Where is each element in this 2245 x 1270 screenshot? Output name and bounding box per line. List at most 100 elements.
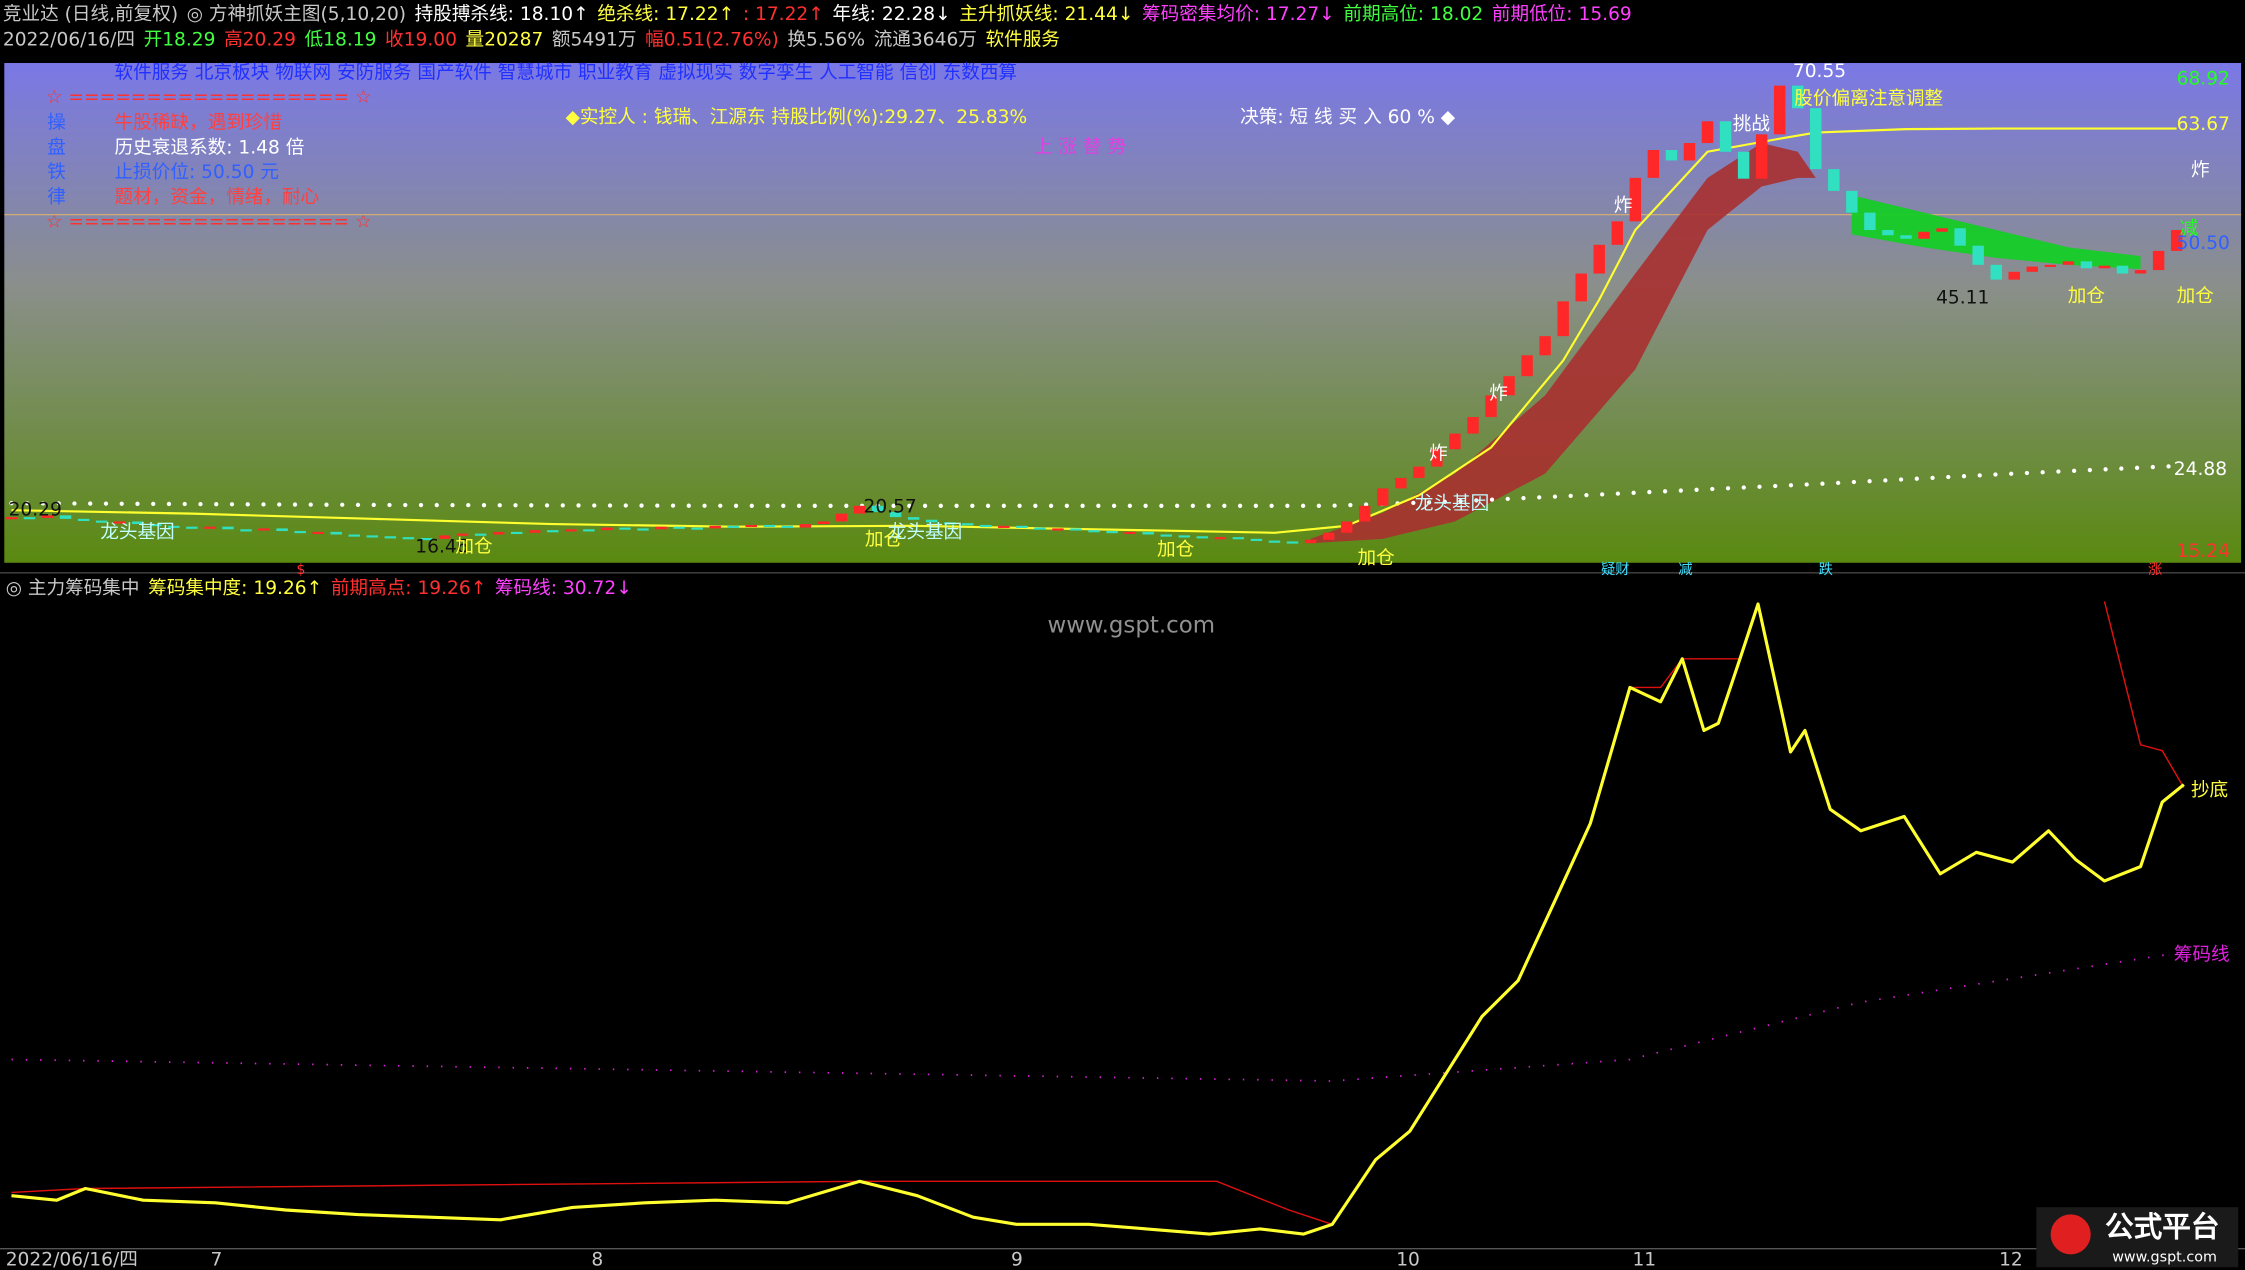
candle [727,525,739,528]
header-item: 竞业达 (日线,前复权) [3,4,178,25]
candle [1593,244,1605,274]
price-label: 20.57 [863,496,916,517]
concentration-line [11,602,2185,1236]
candle [1611,221,1624,245]
header-item: 绝杀线: 17.22↑ [597,4,734,25]
candle [1575,273,1587,302]
candle [1629,177,1642,222]
header-item: ◎ 方神抓妖主图(5,10,20) [187,4,406,25]
note-text: 止损价位: 50.50 元 [115,162,279,183]
candle [95,520,108,523]
candle [1467,417,1479,434]
candle [1828,169,1840,191]
header-item: 前期高点: 19.26↑ [331,578,487,599]
price-label: 63.67 [2177,114,2230,135]
candle [565,529,577,532]
price-label: 龙头基因 [888,522,962,543]
price-label: 减 [2180,219,2199,240]
price-label: 加仓 [2177,286,2215,307]
header-item: 筹码集中度: 19.26↑ [148,578,322,599]
candle [186,526,198,529]
candle [1142,531,1154,535]
x-tick-label: 12 [1999,1250,2023,1270]
price-label: 加仓 [2068,286,2106,307]
candle [1737,151,1750,179]
price-label: 45.11 [1936,287,1989,308]
price-label: 加仓 [1157,539,1195,560]
candle [1990,264,2002,280]
candle [258,528,270,531]
candle [781,525,794,528]
candle [943,522,956,525]
candle [168,525,180,528]
header-item: ◎ 主力筹码集中 [6,578,140,599]
logo-url: www.gspt.com [2112,1249,2217,1265]
price-label: 24.88 [2174,459,2227,480]
candle [1954,228,1966,246]
candle [601,527,613,531]
candle [1214,537,1227,540]
candle [1521,355,1533,377]
price-label: 15.24 [2177,541,2230,562]
header-item: 筹码密集均价: 17.27↓ [1142,4,1335,25]
candle [240,529,252,532]
price-label: 涨 [2148,561,2162,578]
price-label: 20.29 [9,499,62,520]
candle [23,517,36,520]
candle [1882,230,1894,236]
price-label: 炸 [1614,196,1633,217]
candle [1016,525,1028,528]
price-label: 龙头基因 [1415,494,1489,515]
x-tick-label: 9 [1011,1250,1023,1270]
price-label: 炸 [1429,443,1448,464]
candle [1232,537,1245,540]
price-label: 16.46 [415,537,468,558]
note-key: 操 [47,113,66,134]
candle [1683,143,1696,161]
candle [474,533,487,536]
candle [637,528,649,531]
candle [276,528,288,532]
candle [1250,538,1263,542]
candle [5,517,18,520]
candle [528,530,541,533]
header-item: 软件服务 [985,30,1059,51]
price-label: 加仓 [1358,548,1396,569]
candle [384,536,397,539]
candle [1304,539,1317,544]
header-item: 量20287 [466,30,544,51]
candle [1178,535,1190,538]
band [1310,143,1816,544]
note-key: 铁 [47,162,66,183]
candle [980,524,992,528]
candle [2134,270,2147,274]
candle [1413,466,1425,478]
candle [691,527,703,530]
candle [673,526,685,529]
candle [998,525,1010,528]
candle [1719,121,1732,152]
x-tick-label: 7 [211,1250,223,1270]
note-text: 题材，资金，情绪，耐心 [115,187,320,208]
candle [113,521,126,524]
candle [438,535,451,539]
candle [1972,245,1984,265]
band [1851,195,2141,270]
candle [1503,376,1515,396]
price-label: 龙头基因 [100,522,174,543]
candle [799,524,812,528]
candle [1106,531,1118,534]
header-item: 额5491万 [552,30,637,51]
header-item: 主升抓妖线: 21.44↓ [959,4,1133,25]
candle [1557,301,1569,337]
note-border: ☆ ================== ☆ [46,211,372,232]
header-item: 2022/06/16/四 [3,30,135,51]
note-key: 盘 [47,137,66,158]
yellow-line [11,127,2177,534]
candle [2170,230,2183,251]
candle [1755,134,1768,179]
decision-note: 决策: 短 线 买 入 60 % ◆ [1240,107,1456,128]
header-item: 筹码线: 30.72↓ [495,578,632,599]
